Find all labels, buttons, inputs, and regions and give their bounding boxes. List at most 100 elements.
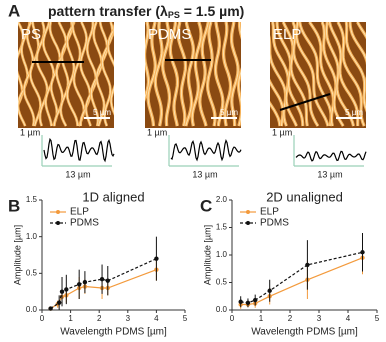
legend-marker	[246, 210, 250, 214]
stripe-highlight	[292, 22, 319, 127]
title-text: = 1.5 µm)	[180, 3, 244, 19]
point	[253, 297, 258, 303]
legend-label: ELP	[260, 207, 279, 218]
stripe-highlight	[349, 22, 366, 61]
profile-line	[279, 93, 331, 111]
panel-title: pattern transfer (λPS = 1.5 µm)	[48, 3, 244, 21]
point	[245, 300, 251, 306]
stripe-highlight	[134, 22, 141, 126]
stripe-highlight	[231, 22, 239, 127]
stripe-highlight	[325, 22, 354, 127]
stripe-highlight	[154, 22, 163, 127]
stripe-highlight	[207, 22, 216, 127]
point	[99, 277, 105, 282]
stripe	[252, 22, 259, 126]
y-tick-label: 1.0	[26, 232, 38, 241]
profile-width: 13 µm	[317, 169, 342, 179]
stripe	[0, 22, 11, 126]
y-tick-label: 0.0	[216, 305, 228, 314]
stripe-highlight	[96, 22, 108, 127]
stripe-highlight	[337, 22, 365, 127]
stripe-highlight	[18, 22, 31, 127]
stripe-highlight	[72, 22, 85, 127]
x-tick-label: 1	[259, 314, 264, 323]
point	[267, 288, 272, 293]
stripe-highlight	[145, 22, 150, 99]
profile	[295, 150, 367, 162]
stripe-highlight	[0, 22, 11, 126]
stripe-highlight	[374, 22, 386, 126]
y-axis-label: Amplitude [µm]	[202, 225, 212, 285]
title-text: pattern transfer (λ	[48, 3, 168, 19]
stripe-highlight	[377, 22, 386, 126]
stripe-highlight	[185, 22, 194, 127]
stripe	[377, 22, 386, 126]
stripe-highlight	[85, 22, 97, 127]
legend-marker	[246, 221, 250, 225]
stripe-highlight	[6, 22, 16, 126]
stripe-highlight	[147, 22, 156, 127]
profile	[170, 138, 242, 162]
x-tick-label: 3	[317, 314, 322, 323]
chart-title: 1D aligned	[82, 189, 144, 204]
profile-height: 1 µm	[147, 127, 167, 137]
x-tick-label: 2	[288, 314, 293, 323]
stripe-highlight	[66, 22, 79, 127]
point	[82, 279, 88, 285]
panel-label: C	[200, 196, 212, 215]
y-tick-label: 0.0	[26, 305, 38, 314]
x-tick-label: 4	[154, 314, 159, 323]
stripe-highlight	[126, 22, 135, 126]
stripe-highlight	[329, 22, 359, 126]
point	[59, 289, 65, 294]
scale-label: 5 µm	[220, 108, 238, 117]
stripe-highlight	[107, 27, 114, 114]
scale-label: 5 µm	[345, 108, 363, 117]
legend-marker	[56, 221, 60, 225]
legend-label: ELP	[70, 207, 89, 218]
stripe	[0, 22, 3, 126]
profile-height: 1 µm	[20, 127, 40, 137]
stripe-highlight	[0, 22, 3, 126]
stripe-highlight	[101, 22, 114, 127]
stripe	[112, 22, 114, 38]
afm-image: PDMS 5 µm 1 µm 13 µm	[119, 22, 259, 179]
stripe	[121, 22, 131, 126]
y-tick-label: 1.0	[216, 250, 228, 259]
x-tick-label: 0	[40, 314, 45, 323]
stripe	[126, 22, 135, 126]
stripe-highlight	[309, 22, 334, 127]
x-axis-label: Wavelength PDMS [µm]	[60, 327, 167, 338]
stripe-highlight	[113, 25, 114, 35]
point	[76, 282, 82, 287]
y-axis-label: Amplitude [µm]	[12, 225, 22, 285]
x-tick-label: 1	[68, 314, 73, 323]
stripe-highlight	[214, 22, 224, 127]
image-label: PDMS	[148, 26, 191, 43]
profile-width: 13 µm	[192, 169, 217, 179]
y-tick-label: 1.5	[216, 223, 228, 232]
chart-title: 2D unaligned	[266, 189, 343, 204]
y-tick-label: 1.5	[26, 195, 38, 204]
stripe-highlight	[162, 22, 171, 127]
legend-label: PDMS	[260, 218, 289, 229]
stripe-highlight	[169, 22, 179, 127]
stripe-highlight	[191, 22, 202, 127]
legend-label: PDMS	[70, 218, 99, 229]
x-tick-label: 4	[346, 314, 351, 323]
point	[64, 287, 69, 292]
stripe-highlight	[276, 22, 304, 127]
point	[105, 278, 110, 283]
stripe-highlight	[199, 22, 209, 127]
stripe	[370, 22, 386, 126]
stripe-highlight	[121, 22, 131, 126]
stripe-highlight	[119, 22, 128, 126]
stripe	[134, 22, 141, 126]
point	[48, 306, 53, 311]
afm-image: ELP 5 µm 1 µm 13 µm	[270, 22, 386, 179]
point	[305, 262, 310, 268]
profile-width: 13 µm	[65, 169, 90, 179]
x-tick-label: 0	[230, 314, 235, 323]
stripe-highlight	[345, 22, 366, 110]
